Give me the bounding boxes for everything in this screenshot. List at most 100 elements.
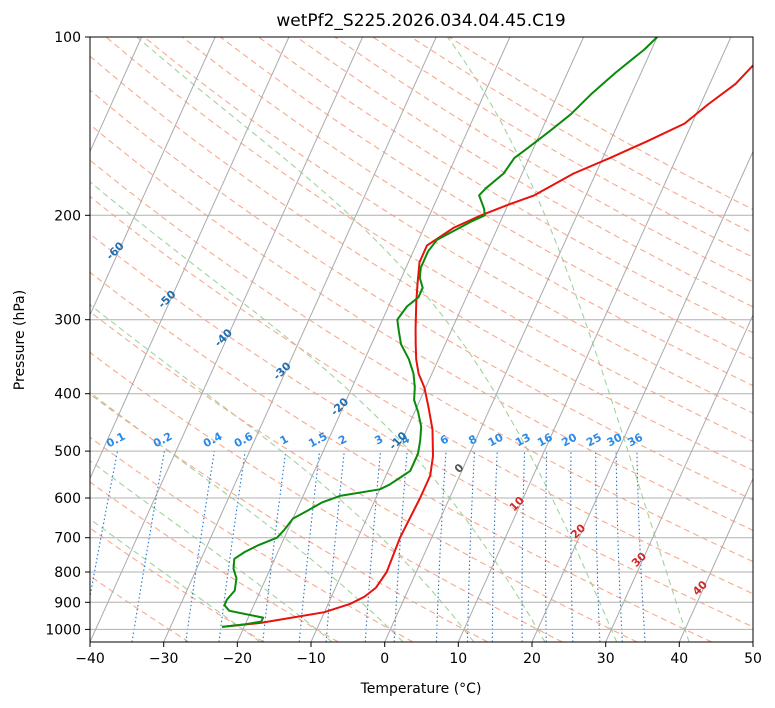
mixing-ratio-line: [218, 451, 246, 642]
dry-adiabat-line: [448, 37, 753, 211]
x-tick-label: −20: [223, 651, 253, 667]
dry-adiabat-line: [181, 37, 753, 387]
mixing-ratio-line: [325, 451, 345, 642]
mixing-ratio-line: [636, 451, 646, 642]
mixing-ratio-label: 2: [336, 432, 349, 447]
mixing-ratio-line: [435, 451, 447, 642]
isotherm-line: [90, 37, 364, 642]
plot-frame: [89, 36, 754, 643]
mixing-ratio-label: 20: [559, 431, 579, 450]
mixing-ratio-label: 0.1: [104, 430, 127, 451]
dry-adiabat-line: [90, 393, 488, 642]
plot-area: 0.10.20.40.611.52346810131620253036-100-…: [90, 37, 753, 642]
y-tick-label: 200: [54, 208, 81, 224]
isotherm-line: [236, 37, 511, 642]
y-axis-ticks: 100 200 300 400 500 600 700 800 900 1000: [45, 30, 90, 638]
moist-adiabat-line: [90, 391, 404, 642]
dry-adiabat-line: [90, 233, 753, 628]
dry-adiabat-line: [90, 124, 753, 531]
dry-adiabat-line: [90, 481, 339, 642]
isotherm-line: [90, 37, 143, 153]
moist-adiabat-line: [136, 37, 618, 642]
dry-adiabat-line: [371, 37, 753, 258]
chart-title: wetPf2_S225.2026.034.04.45.C19: [276, 11, 565, 31]
dry-adiabats: [90, 37, 753, 642]
x-tick-label: −40: [75, 651, 105, 667]
x-tick-label: 0: [380, 651, 389, 667]
y-tick-label: 800: [54, 565, 81, 581]
mixing-ratio-line: [615, 451, 623, 642]
isotherm-line: [90, 37, 216, 317]
isotherm-label: -60: [104, 239, 127, 262]
moist-adiabat-line: [90, 518, 261, 642]
y-tick-label: 900: [54, 595, 81, 611]
x-tick-label: 50: [744, 651, 762, 667]
dewpoint-profile-line: [221, 37, 658, 628]
mixing-ratio-label: 6: [438, 432, 451, 447]
isotherm-label: -40: [212, 326, 235, 349]
moist-adiabat-line: [90, 303, 475, 642]
x-tick-label: −30: [149, 651, 179, 667]
mixing-ratio-line: [364, 451, 382, 642]
dry-adiabat-line: [90, 89, 753, 501]
mixing-ratio-line: [570, 451, 574, 642]
isotherm-line: [678, 477, 753, 642]
mixing-ratio-label: 13: [513, 431, 533, 450]
isotherm-line: [531, 150, 753, 642]
isotherm-line: [457, 37, 732, 642]
mixing-ratio-line: [298, 451, 321, 642]
mixing-ratio-line: [131, 451, 165, 642]
dry-adiabat-line: [90, 271, 712, 642]
moist-adiabat-line: [90, 181, 546, 642]
temperature-profile-line: [221, 63, 753, 628]
dry-adiabat-line: [295, 37, 753, 308]
isotherm-label: -50: [155, 288, 178, 311]
y-tick-label: 600: [54, 491, 81, 507]
dry-adiabat-line: [90, 527, 264, 642]
dry-adiabat-line: [90, 310, 638, 642]
dry-adiabat-line: [105, 37, 753, 443]
x-tick-label: 20: [523, 651, 541, 667]
mixing-ratio-line: [491, 451, 498, 642]
mixing-ratio-label: 1.5: [306, 430, 329, 451]
isotherm-line: [384, 37, 658, 642]
mixing-ratio-line: [90, 450, 119, 600]
y-tick-label: 400: [54, 387, 81, 403]
dry-adiabat-line: [90, 575, 190, 642]
isotherm-line: [310, 37, 585, 642]
x-tick-label: 40: [670, 651, 688, 667]
moist-adiabat-label: 0: [452, 461, 467, 476]
isotherm-line: [163, 37, 437, 642]
pressure-gridlines: [90, 37, 753, 630]
mixing-ratio-label: 8: [466, 432, 479, 447]
mixing-ratio-label: 16: [535, 431, 555, 450]
x-tick-label: 30: [597, 651, 615, 667]
mixing-ratio-lines: [90, 450, 646, 642]
y-tick-label: 500: [54, 444, 81, 460]
mixing-ratio-label: 10: [486, 431, 506, 450]
moist-adiabats: [90, 37, 690, 642]
isotherm-label: -10: [386, 429, 409, 452]
isotherm-line: [605, 313, 753, 642]
x-tick-label: −10: [296, 651, 326, 667]
isotherm-label: -30: [271, 359, 294, 382]
mixing-ratio-label: 36: [625, 431, 645, 450]
mixing-ratio-label: 0.2: [151, 430, 174, 451]
mixing-ratio-label: 25: [584, 431, 604, 450]
line-labels: 0.10.20.40.611.52346810131620253036-100-…: [104, 239, 711, 598]
y-tick-label: 100: [54, 30, 81, 46]
mixing-ratio-line: [544, 451, 548, 642]
mixing-ratio-line: [262, 451, 287, 642]
dry-adiabat-line: [90, 195, 753, 595]
y-tick-label: 700: [54, 531, 81, 547]
y-axis-label: Pressure (hPa): [12, 290, 28, 390]
x-axis-ticks: −40 −30 −20 −10 0 10 20 30 40 50: [75, 642, 762, 667]
moist-adiabat-line: [90, 460, 333, 642]
dry-adiabat-line: [143, 37, 753, 414]
mixing-ratio-label: 30: [605, 431, 625, 450]
dry-adiabat-line: [219, 37, 753, 360]
isotherm-label: -20: [328, 395, 351, 418]
dry-adiabat-line: [90, 436, 414, 642]
mixing-ratio-label: 0.4: [201, 430, 225, 451]
